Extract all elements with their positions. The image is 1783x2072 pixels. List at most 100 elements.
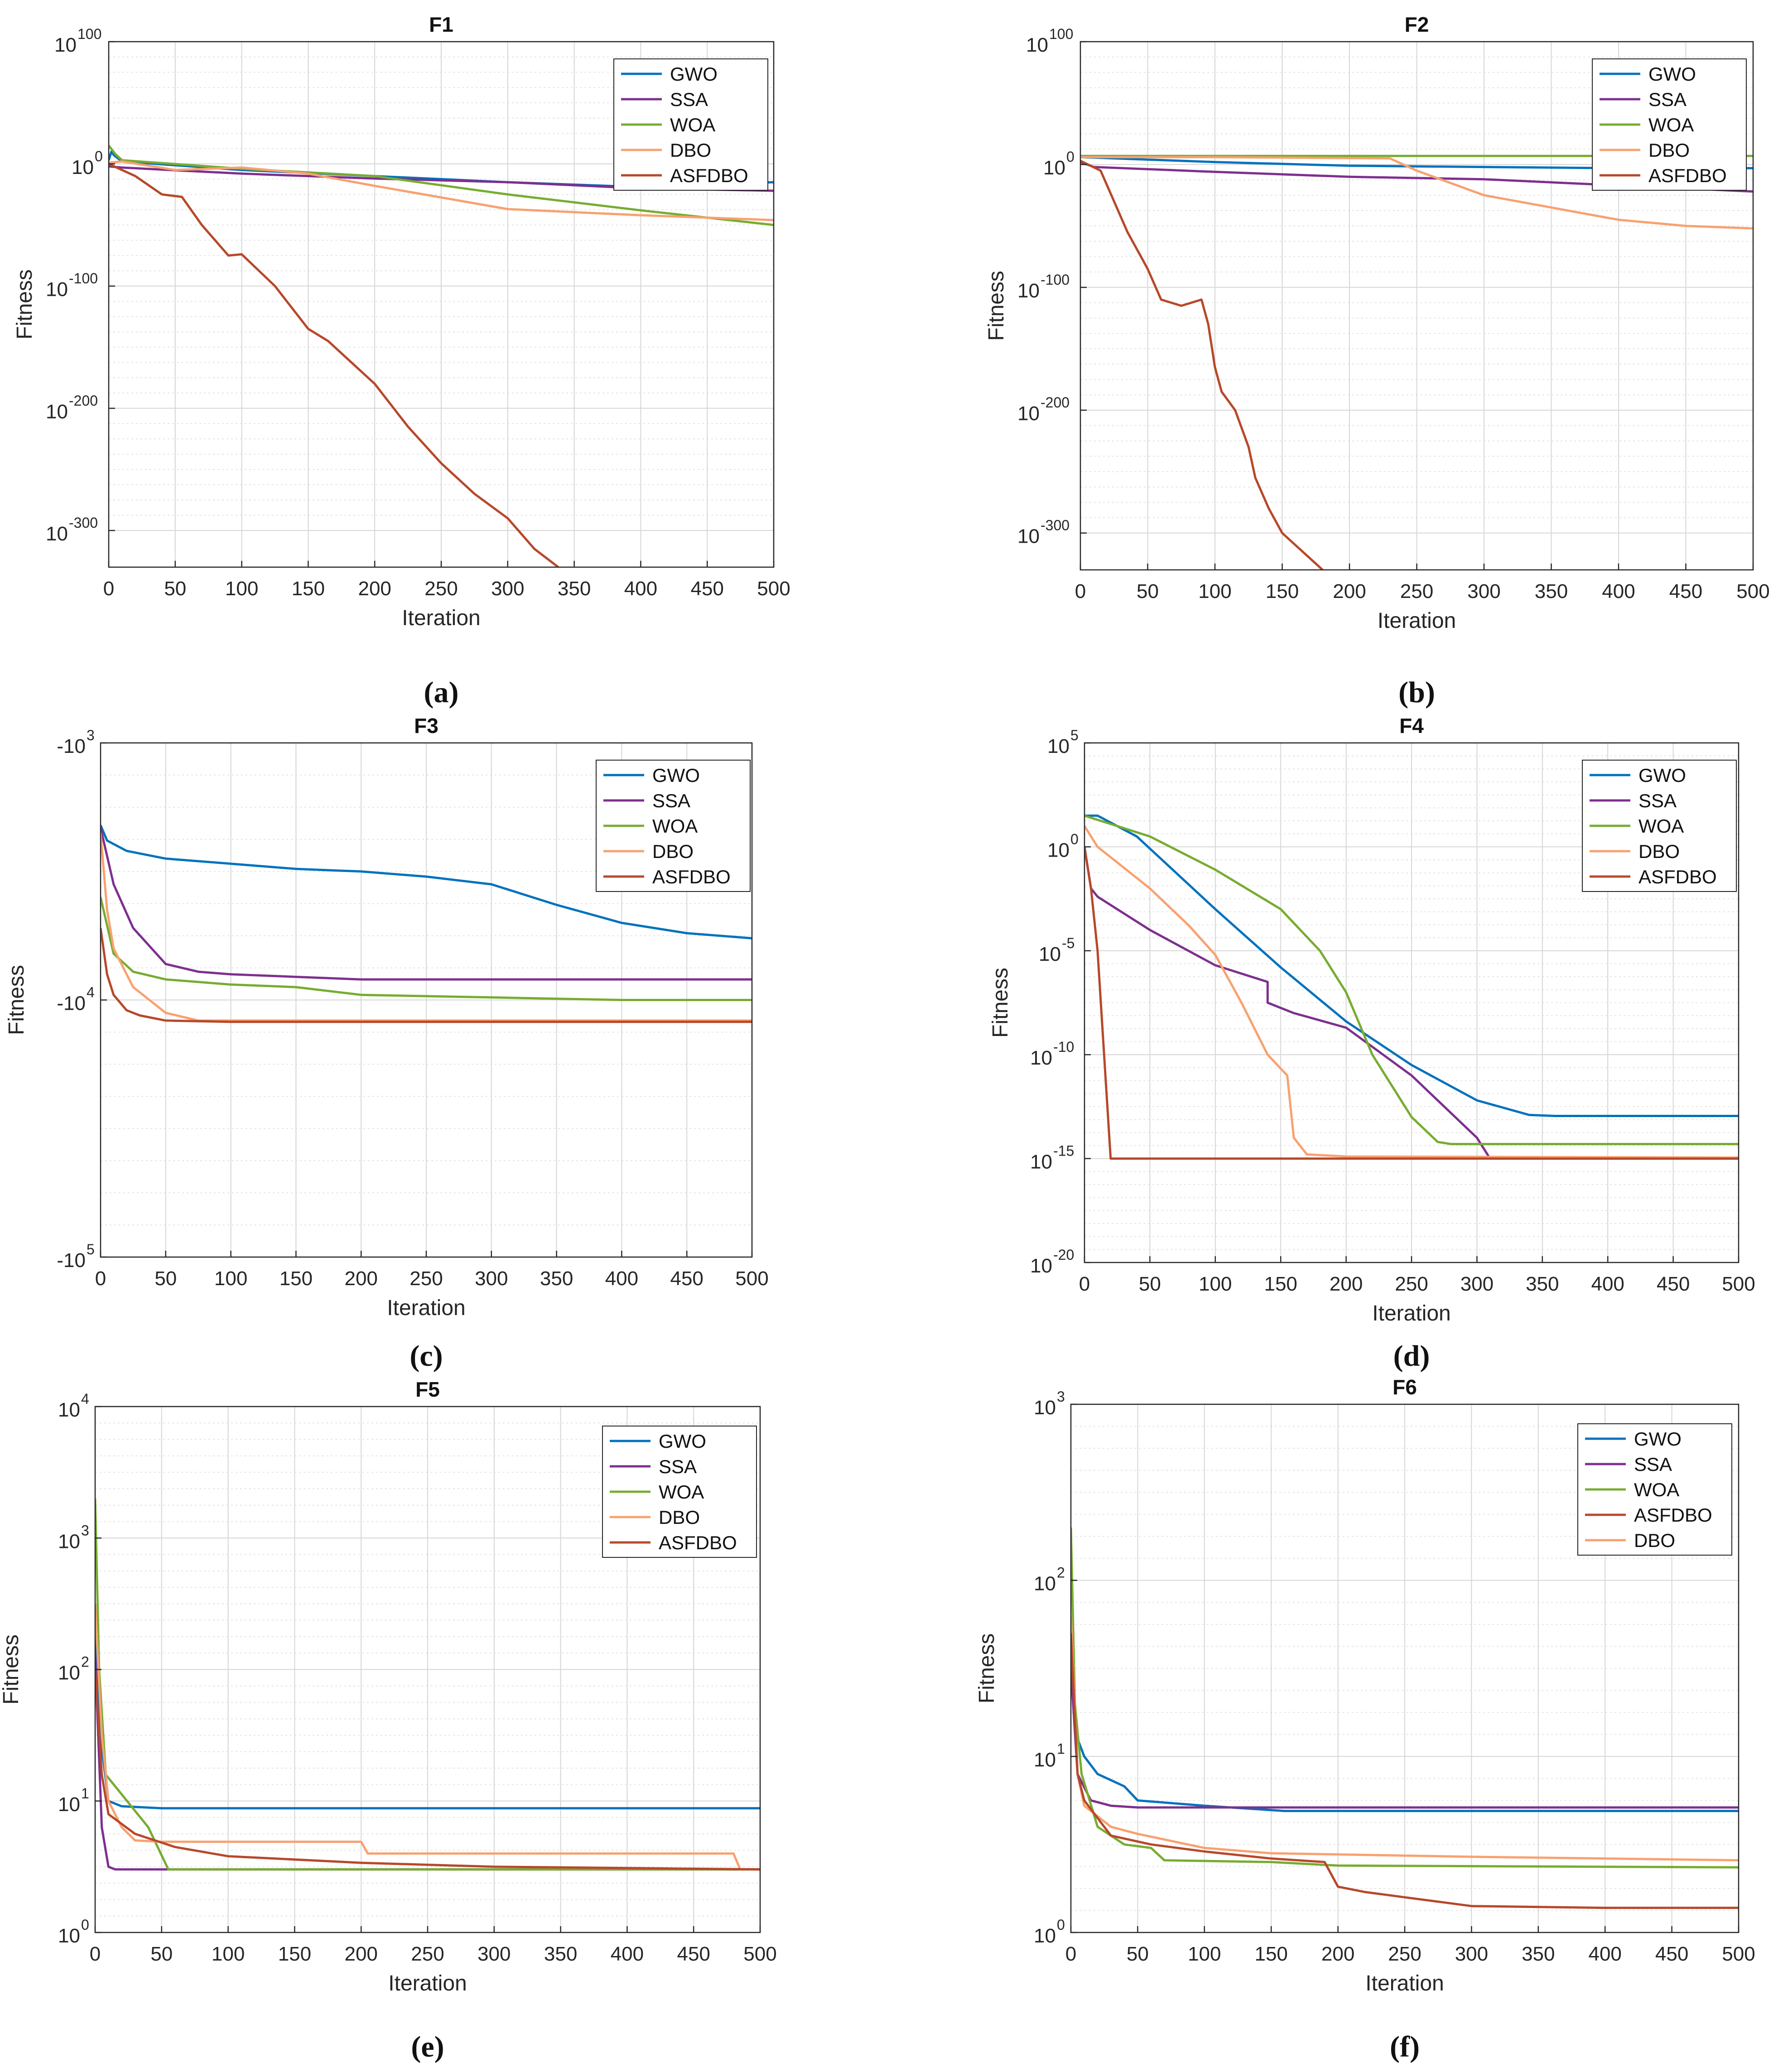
x-tick-label: 50 xyxy=(154,1267,177,1290)
series-line-ssa xyxy=(1084,847,1739,1160)
series-group xyxy=(1084,814,1739,1160)
legend-label-ssa: SSA xyxy=(670,89,708,110)
x-tick-label: 50 xyxy=(1127,1943,1149,1965)
y-tick-exponent: 3 xyxy=(87,727,95,743)
y-tick-base: -10 xyxy=(57,993,86,1015)
y-tick-base: 10 xyxy=(58,1530,80,1552)
y-tick-base: 10 xyxy=(1034,1397,1056,1419)
y-tick-label: 10 0 xyxy=(1043,149,1075,179)
x-tick-label: 0 xyxy=(95,1267,106,1290)
series-line-asfdbo xyxy=(1084,847,1739,1160)
y-tick-label: 10 3 xyxy=(1034,1388,1065,1419)
x-axis-label: Iteration xyxy=(387,1296,465,1320)
x-tick-label: 250 xyxy=(1400,580,1433,602)
x-tick-label: 250 xyxy=(411,1943,444,1965)
y-tick-label: 10 5 xyxy=(1047,727,1079,757)
subfigure-caption: (c) xyxy=(410,1340,443,1373)
x-tick-label: 200 xyxy=(344,1943,377,1965)
x-tick-label: 100 xyxy=(1199,1273,1232,1295)
x-tick-label: 400 xyxy=(1602,580,1635,602)
legend-label-gwo: GWO xyxy=(670,63,718,85)
y-tick-base: 10 xyxy=(46,523,68,545)
series-group xyxy=(1071,1527,1739,1909)
x-tick-label: 350 xyxy=(558,578,591,600)
legend-label-woa: WOA xyxy=(670,114,715,135)
y-tick-label: 10 1 xyxy=(58,1785,89,1816)
y-tick-base: 10 xyxy=(1034,1749,1056,1771)
y-tick-label: 10 -300 xyxy=(1017,517,1070,548)
x-tick-label: 0 xyxy=(90,1943,101,1965)
series-line-asfdbo xyxy=(1080,159,1324,570)
x-tick-label: 300 xyxy=(477,1943,511,1965)
legend-label-woa: WOA xyxy=(1648,114,1694,135)
series-line-woa xyxy=(1084,814,1739,1145)
x-tick-label: 200 xyxy=(1333,580,1366,602)
y-tick-label: 10 2 xyxy=(1034,1565,1065,1595)
y-tick-label: 10 -200 xyxy=(1017,394,1070,424)
x-tick-label: 300 xyxy=(491,578,524,600)
legend-label-asfdbo: ASFDBO xyxy=(1648,165,1727,186)
x-tick-label: 450 xyxy=(690,578,723,600)
legend: GWO SSA WOA DBO ASFDBO xyxy=(596,760,751,892)
legend: GWO SSA WOA DBO ASFDBO xyxy=(602,1426,757,1558)
y-tick-base: 10 xyxy=(72,156,94,178)
y-tick-base: 10 xyxy=(1017,279,1040,302)
legend-label-dbo: DBO xyxy=(1634,1530,1675,1551)
x-axis-label: Iteration xyxy=(1378,609,1456,633)
series-line-asfdbo xyxy=(109,163,559,567)
y-tick-exponent: -15 xyxy=(1053,1143,1074,1159)
y-axis-label: Fitness xyxy=(984,271,1008,341)
y-axis-label: Fitness xyxy=(988,968,1012,1038)
y-tick-exponent: 1 xyxy=(1057,1740,1065,1757)
legend-label-dbo: DBO xyxy=(1638,841,1680,862)
y-tick-label: 10 100 xyxy=(1026,26,1073,56)
subfigure-caption: (e) xyxy=(411,2030,444,2063)
y-tick-base: 10 xyxy=(58,1399,80,1421)
y-tick-exponent: 1 xyxy=(81,1785,89,1802)
y-tick-label: 10 -300 xyxy=(46,515,98,545)
legend-label-ssa: SSA xyxy=(659,1456,697,1477)
y-tick-exponent: 0 xyxy=(95,148,103,164)
y-axis-label: Fitness xyxy=(5,965,29,1035)
x-tick-label: 50 xyxy=(150,1943,173,1965)
y-tick-label: 10 0 xyxy=(72,148,103,178)
y-tick-label: 10 100 xyxy=(54,26,101,56)
x-tick-label: 500 xyxy=(743,1943,776,1965)
x-tick-label: 300 xyxy=(1467,580,1500,602)
legend-label-asfdbo: ASFDBO xyxy=(659,1532,737,1553)
x-tick-label: 400 xyxy=(624,578,657,600)
series-line-dbo xyxy=(1080,156,1753,230)
y-tick-exponent: 4 xyxy=(87,984,95,1001)
y-tick-label: 10 -10 xyxy=(1030,1039,1074,1069)
series-line-gwo xyxy=(101,824,752,940)
y-tick-base: 10 xyxy=(54,34,77,56)
y-tick-label: 10 -20 xyxy=(1030,1247,1074,1277)
chart-F3: 0 50 100 150 200 250 300 350 400 450 500-10 3-10 4-1… xyxy=(5,714,769,1373)
x-tick-label: 250 xyxy=(410,1267,443,1290)
x-tick-label: 350 xyxy=(1526,1273,1559,1295)
series-line-woa xyxy=(1071,1527,1739,1869)
y-tick-base: 10 xyxy=(1030,1151,1052,1173)
y-tick-base: 10 xyxy=(1043,157,1065,179)
y-tick-label: 10 -100 xyxy=(1017,271,1070,302)
legend-label-gwo: GWO xyxy=(1638,765,1686,786)
y-tick-label: 10 -200 xyxy=(46,392,98,423)
y-tick-exponent: -5 xyxy=(1062,935,1075,951)
y-tick-base: 10 xyxy=(1030,1255,1052,1277)
y-tick-base: 10 xyxy=(46,279,68,301)
y-tick-base: 10 xyxy=(1034,1573,1056,1595)
x-tick-label: 100 xyxy=(225,578,258,600)
y-tick-label: 10 0 xyxy=(1047,831,1079,861)
y-tick-base: -10 xyxy=(57,735,86,757)
x-tick-label: 350 xyxy=(544,1943,577,1965)
chart-title: F6 xyxy=(1393,1375,1417,1399)
x-tick-label: 450 xyxy=(677,1943,710,1965)
legend-label-gwo: GWO xyxy=(652,765,700,786)
x-tick-label: 0 xyxy=(1065,1943,1076,1965)
y-tick-base: 10 xyxy=(46,400,68,423)
y-tick-exponent: 3 xyxy=(81,1522,89,1538)
y-tick-base: 10 xyxy=(1047,839,1070,861)
